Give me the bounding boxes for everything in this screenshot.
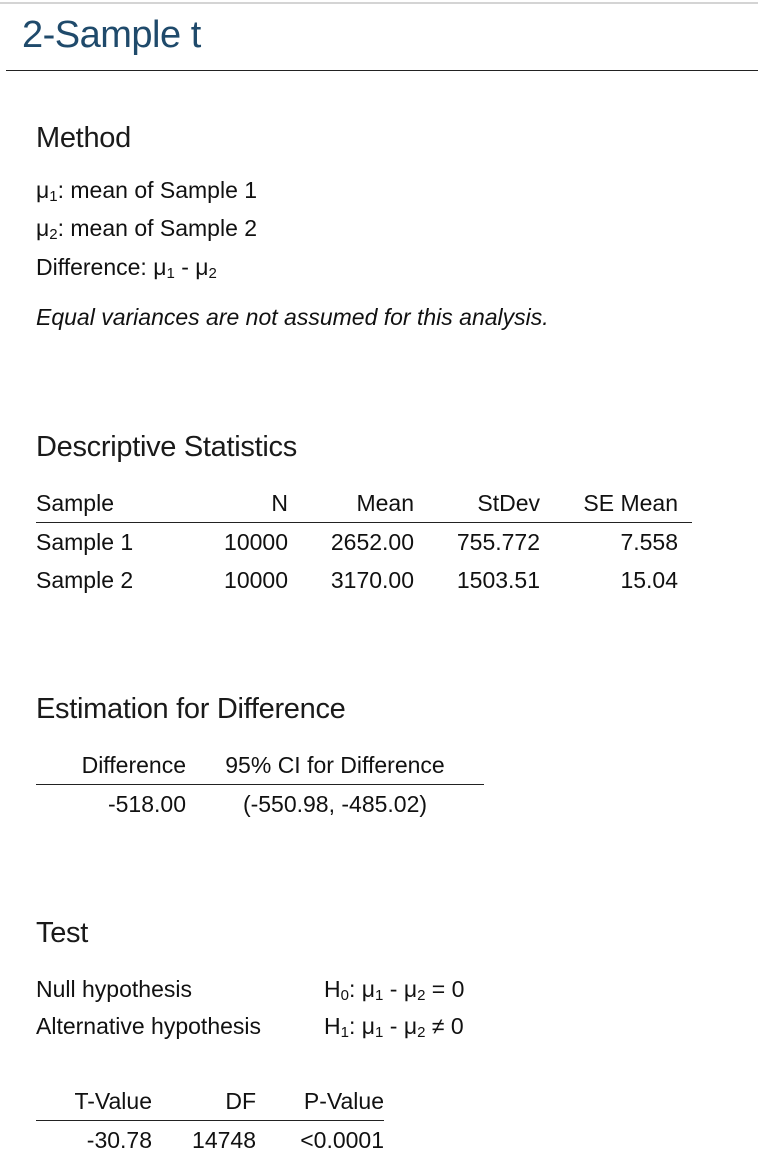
table-cell-difference: -518.00 bbox=[107, 790, 186, 817]
column-header-difference: Difference bbox=[36, 746, 186, 785]
mu1-subscript: 1 bbox=[49, 188, 58, 205]
method-mu2-line: μ2: mean of Sample 2 bbox=[36, 215, 257, 242]
table-header-row: Difference 95% CI for Difference bbox=[36, 746, 484, 785]
alternative-hypothesis-label: Alternative hypothesis bbox=[36, 1013, 262, 1039]
table-row: Sample 1 10000 2652.00 755.772 7.558 bbox=[36, 523, 692, 562]
column-header-mean: Mean bbox=[288, 484, 414, 523]
table-cell-stdev: 1503.51 bbox=[456, 566, 540, 593]
alt-mu2-sub: 2 bbox=[417, 1024, 426, 1041]
table-cell-mean: 2652.00 bbox=[330, 528, 414, 555]
table-row: -518.00 (-550.98, -485.02) bbox=[36, 785, 484, 824]
method-variance-note: Equal variances are not assumed for this… bbox=[36, 304, 549, 330]
mu1-symbol: μ bbox=[36, 177, 50, 203]
page-title: 2-Sample t bbox=[22, 14, 201, 56]
column-header-df: DF bbox=[152, 1082, 256, 1121]
table-cell-sample: Sample 2 bbox=[36, 566, 134, 593]
table-cell-t-value: -30.78 bbox=[86, 1126, 152, 1153]
null-h: H bbox=[324, 976, 341, 1002]
alt-operator: - bbox=[383, 1013, 404, 1039]
table-header-row: Sample N Mean StDev SE Mean bbox=[36, 484, 692, 523]
method-difference-line: Difference: μ1 - μ2 bbox=[36, 254, 217, 281]
column-header-se-mean: SE Mean bbox=[540, 484, 692, 523]
table-cell-se-mean: 7.558 bbox=[620, 528, 678, 555]
difference-label: Difference: bbox=[36, 254, 154, 280]
alt-mu1: μ bbox=[361, 1013, 376, 1039]
table-cell-df: 14748 bbox=[192, 1126, 256, 1153]
null-h-sub: 0 bbox=[340, 987, 349, 1004]
mu2-subscript: 2 bbox=[49, 226, 58, 243]
estimation-heading: Estimation for Difference bbox=[36, 693, 346, 725]
table-cell-stdev: 755.772 bbox=[456, 528, 540, 555]
estimation-table: Difference 95% CI for Difference -518.00… bbox=[36, 746, 484, 823]
alternative-hypothesis-row: Alternative hypothesis H1: μ1 - μ2 ≠ 0 bbox=[36, 1013, 464, 1040]
top-divider bbox=[0, 2, 758, 4]
table-cell-ci: (-550.98, -485.02) bbox=[242, 790, 428, 817]
table-cell-mean: 3170.00 bbox=[330, 566, 414, 593]
table-cell-sample: Sample 1 bbox=[36, 528, 134, 555]
null-hypothesis-row: Null hypothesis H0: μ1 - μ2 = 0 bbox=[36, 976, 464, 1003]
null-mu1-sub: 1 bbox=[375, 987, 384, 1004]
descriptive-statistics-table: Sample N Mean StDev SE Mean Sample 1 100… bbox=[36, 484, 692, 599]
method-heading: Method bbox=[36, 122, 131, 154]
alt-h-sub: 1 bbox=[340, 1024, 349, 1041]
alt-colon: : bbox=[348, 1013, 362, 1039]
difference-mu1-sub: 1 bbox=[166, 265, 175, 282]
alt-mu1-sub: 1 bbox=[375, 1024, 384, 1041]
test-results-table: T-Value DF P-Value -30.78 14748 <0.0001 bbox=[36, 1082, 384, 1159]
table-row: Sample 2 10000 3170.00 1503.51 15.04 bbox=[36, 561, 692, 599]
difference-mu2-sub: 2 bbox=[208, 265, 217, 282]
title-divider bbox=[6, 70, 758, 71]
column-header-t-value: T-Value bbox=[36, 1082, 152, 1121]
column-header-n: N bbox=[176, 484, 288, 523]
column-header-ci: 95% CI for Difference bbox=[186, 746, 484, 785]
alt-mu2: μ bbox=[403, 1013, 418, 1039]
difference-mu1: μ bbox=[153, 254, 167, 280]
column-header-stdev: StDev bbox=[414, 484, 540, 523]
null-mu2-sub: 2 bbox=[417, 987, 426, 1004]
column-header-p-value: P-Value bbox=[256, 1082, 384, 1121]
table-cell-n: 10000 bbox=[224, 566, 288, 593]
method-mu1-line: μ1: mean of Sample 1 bbox=[36, 177, 257, 204]
null-mu1: μ bbox=[361, 976, 376, 1002]
null-relation: = 0 bbox=[425, 976, 465, 1002]
table-row: -30.78 14748 <0.0001 bbox=[36, 1121, 384, 1160]
null-hypothesis-label: Null hypothesis bbox=[36, 976, 192, 1002]
alt-h: H bbox=[324, 1013, 341, 1039]
mu2-description: : mean of Sample 2 bbox=[57, 215, 258, 241]
column-header-sample: Sample bbox=[36, 484, 176, 523]
null-mu2: μ bbox=[403, 976, 418, 1002]
table-cell-se-mean: 15.04 bbox=[620, 566, 678, 593]
difference-operator: - bbox=[174, 254, 196, 280]
mu2-symbol: μ bbox=[36, 215, 50, 241]
alt-relation: ≠ 0 bbox=[425, 1013, 464, 1039]
mu1-description: : mean of Sample 1 bbox=[57, 177, 258, 203]
descriptive-heading: Descriptive Statistics bbox=[36, 431, 297, 463]
difference-mu2: μ bbox=[195, 254, 209, 280]
null-operator: - bbox=[383, 976, 404, 1002]
table-cell-p-value: <0.0001 bbox=[300, 1126, 384, 1153]
table-cell-n: 10000 bbox=[224, 528, 288, 555]
test-heading: Test bbox=[36, 917, 88, 949]
null-colon: : bbox=[348, 976, 362, 1002]
table-header-row: T-Value DF P-Value bbox=[36, 1082, 384, 1121]
